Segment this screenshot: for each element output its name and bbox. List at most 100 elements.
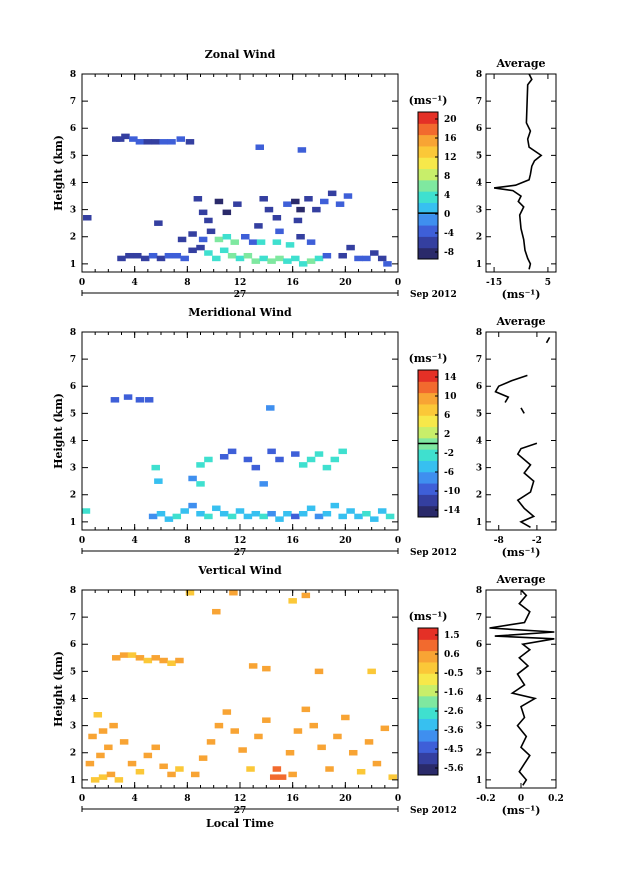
heatmap-cell [227,252,237,259]
heatmap-cell [297,147,307,153]
heatmap-cell [196,462,205,468]
plot-frame [81,73,399,273]
heatmap-cell [377,508,387,514]
heatmap-cell [144,397,154,403]
profile-y-tick-label: 3 [476,464,482,474]
colorbar-tick-label: -10 [444,487,460,497]
colorbar-segment [418,718,438,731]
profile-y-tick-label: 1 [476,260,482,270]
y-tick-label: 5 [70,667,76,677]
heatmap-cell [343,193,353,199]
y-tick-label: 4 [70,694,76,704]
profile-y-tick-label: 2 [476,233,482,243]
colorbar-segment [418,661,438,674]
colorbar-tick-label: -3.6 [444,726,463,736]
heatmap-cell [151,139,160,145]
heatmap-cell [298,261,308,267]
heatmap-cell [167,660,176,666]
heatmap-cell [148,252,158,259]
heatmap-cell [206,228,216,235]
heatmap-cell [164,252,174,259]
colorbar-segment [418,247,438,260]
colorbar-tick-label: 2 [444,430,450,440]
heatmap-cell [222,709,232,715]
x-tick-label: 20 [339,278,352,288]
heatmap-cell [81,508,91,514]
heatmap-cell [251,258,261,264]
y-tick-label: 8 [70,328,76,338]
heatmap-cell [362,255,371,262]
panel-title: Vertical Wind [197,564,282,577]
heatmap-cell [272,766,282,772]
heatmap-cell [304,196,313,202]
heatmap-cell [338,448,347,455]
heatmap-cell [88,733,97,740]
heatmap-cell [262,717,271,723]
heatmap-cell [204,250,213,256]
profile-x-label: (ms⁻¹) [502,804,541,817]
profile-y-tick-label: 8 [476,586,482,596]
profile-y-tick-label: 5 [476,409,482,419]
colorbar-segment [418,695,438,708]
colorbar-segment [418,426,438,439]
date-label: 27 [234,548,247,558]
heatmap-cell [275,516,284,522]
colorbar-tick-label: 10 [444,392,457,402]
heatmap-cell [255,144,264,150]
heatmap-cell [314,668,324,675]
heatmap-cell [322,252,332,259]
heatmap-cell [235,255,245,262]
x-tick-label: 8 [184,278,190,288]
y-tick-label: 4 [70,436,76,446]
heatmap-cell [229,589,238,596]
colorbar-segment [418,505,438,518]
heatmap-cell [123,394,133,400]
heatmap-cell [254,223,263,229]
y-tick-label: 6 [70,382,76,392]
colorbar-segment [418,650,438,663]
heatmap-cell [238,747,247,753]
heatmap-cell [264,206,274,213]
heatmap-cell [185,139,195,145]
y-tick-label: 6 [70,640,76,650]
colorbar-segment [418,483,438,495]
x-tick-label: 0 [395,278,401,288]
heatmap-cell [356,768,366,775]
heatmap-cell [330,502,340,509]
x-tick-label: 16 [286,278,299,288]
heatmap-cell [133,252,142,259]
heatmap-cell [364,739,374,745]
heatmap-cell [214,236,224,243]
heatmap-cell [293,728,303,734]
colorbar-segment [418,381,438,394]
heatmap-cell [267,258,276,264]
colorbar-segment [418,392,438,405]
heatmap-cell [283,201,292,207]
heatmap-cell [227,513,237,520]
colorbar-segment [418,415,438,428]
heatmap-cell [338,513,347,520]
heatmap-cell [314,451,324,457]
colorbar-unit: (ms⁻¹) [409,94,448,107]
heatmap-cell [275,228,284,235]
y-tick-label: 2 [70,233,76,243]
heatmap-cell [298,510,308,517]
heatmap-cell [377,255,387,262]
heatmap-cell [83,215,92,221]
heatmap-cell [266,405,275,411]
colorbar-tick-label: -5.6 [444,764,463,774]
month-label: Sep 2012 [410,548,457,558]
heatmap-cell [98,774,108,780]
profile-y-tick-label: 4 [476,694,482,704]
heatmap-cell [248,663,258,669]
heatmap-cell [190,771,200,778]
heatmap-cell [275,255,284,262]
heatmap-cell [259,196,268,202]
heatmap-cell [98,728,108,734]
colorbar-segment [418,145,438,158]
heatmap-cell [172,252,182,259]
heatmap-cell [254,733,263,740]
profile-y-tick-label: 1 [476,518,482,528]
